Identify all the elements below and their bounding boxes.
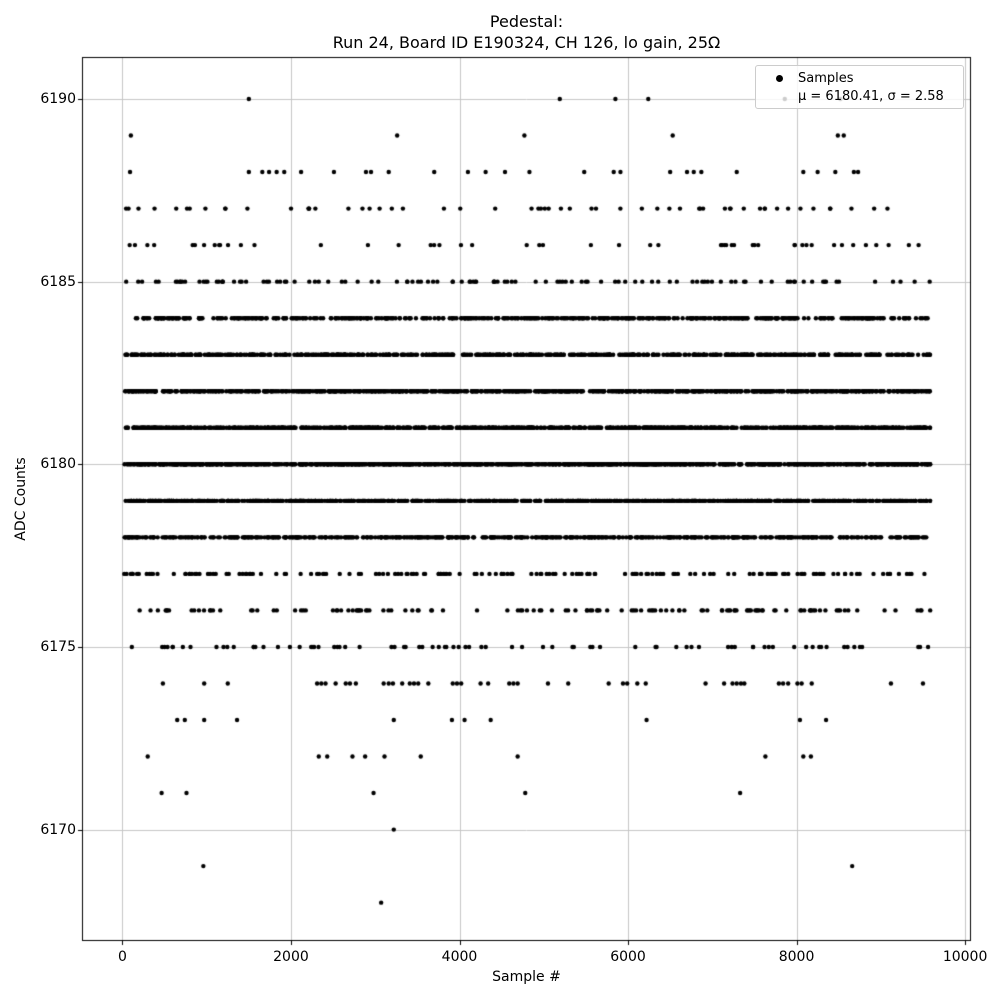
y-tick-label-6170: 6170 [40,821,76,838]
legend-label-stats: μ = 6180.41, σ = 2.58 [798,88,944,104]
legend-marker-cell [760,94,798,99]
legend-entry-samples: Samples [760,69,957,87]
chart-title-line2: Run 24, Board ID E190324, CH 126, lo gai… [332,33,721,52]
x-tick-label-0: 0 [117,949,127,965]
legend-marker-cell [760,74,798,82]
x-tick-label-8000: 8000 [778,949,815,965]
y-tick-label-6175: 6175 [40,638,76,655]
samples-marker-dot-icon [775,74,783,82]
stats-marker-dot-icon [777,94,782,99]
x-tick-label-6000: 6000 [610,949,646,965]
x-axis-label: Sample # [492,969,561,985]
x-tick-label-4000: 4000 [441,949,478,965]
chart-title-line1: Pedestal: [489,12,564,31]
y-axis-label: ADC Counts [13,457,29,541]
y-tick-label-6180: 6180 [40,456,76,473]
legend-label-samples: Samples [798,70,854,86]
y-tick-label-6190: 6190 [40,91,76,107]
legend: Samples μ = 6180.41, σ = 2.58 [755,65,964,109]
legend-entry-stats: μ = 6180.41, σ = 2.58 [760,87,957,105]
chart-title: Pedestal: Run 24, Board ID E190324, CH 1… [82,11,971,53]
y-tick-label-6185: 6185 [40,273,76,290]
x-tick-label-10000: 10000 [942,949,988,965]
x-tick-label-2000: 2000 [273,949,309,965]
